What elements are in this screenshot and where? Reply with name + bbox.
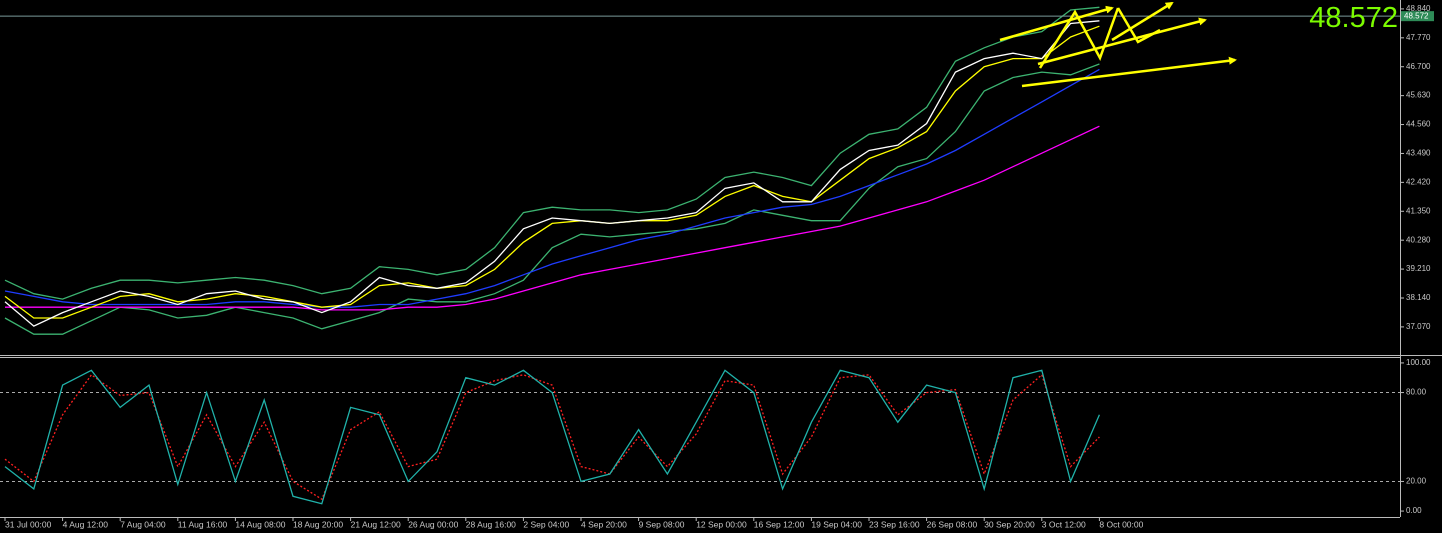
x-tick-label: 9 Sep 08:00 xyxy=(639,519,685,529)
arrow xyxy=(1021,56,1237,88)
y-tick-label: 40.280 xyxy=(1406,235,1431,244)
x-tick-label: 4 Sep 20:00 xyxy=(581,519,627,529)
y-tick-label: 43.490 xyxy=(1406,149,1431,158)
x-tick-label: 18 Aug 20:00 xyxy=(293,519,343,529)
y-tick-label: 37.070 xyxy=(1406,322,1431,331)
series-line xyxy=(4,373,1100,501)
y-tick-label: 47.770 xyxy=(1406,33,1431,42)
annotation-arrows xyxy=(999,1,1237,88)
y-tick-label: 41.350 xyxy=(1406,206,1431,215)
arrow xyxy=(999,5,1114,42)
y-tick-label: 100.00 xyxy=(1406,358,1431,367)
x-tick-label: 8 Oct 00:00 xyxy=(1099,519,1143,529)
x-tick-label: 7 Aug 04:00 xyxy=(120,519,166,529)
y-tick-label: 39.210 xyxy=(1406,264,1431,273)
x-tick-label: 28 Aug 16:00 xyxy=(466,519,516,529)
current-price-big: 48.572 xyxy=(1309,2,1398,34)
x-tick-label: 11 Aug 16:00 xyxy=(178,519,228,529)
series-line xyxy=(4,63,1100,335)
x-tick-label: 21 Aug 12:00 xyxy=(351,519,401,529)
y-tick-label: 0.00 xyxy=(1406,506,1422,515)
zigzag xyxy=(1116,7,1161,44)
y-tick-label: 38.140 xyxy=(1406,293,1431,302)
series-line xyxy=(4,20,1100,327)
y-tick-label: 46.700 xyxy=(1406,62,1431,71)
current-price-tag: 48.572 xyxy=(1404,11,1429,20)
series-line xyxy=(4,6,1100,300)
x-tick-label: 23 Sep 16:00 xyxy=(869,519,920,529)
series-line xyxy=(5,125,1100,311)
x-tick-label: 26 Aug 00:00 xyxy=(408,519,458,529)
current-price-box xyxy=(1401,11,1434,22)
y-tick-label: 42.420 xyxy=(1406,177,1431,186)
y-tick-label: 44.560 xyxy=(1406,120,1431,129)
x-tick-label: 31 Jul 00:00 xyxy=(5,519,52,529)
arrow xyxy=(1111,1,1174,42)
y-tick-label: 20.00 xyxy=(1406,477,1427,486)
x-tick-label: 3 Oct 12:00 xyxy=(1042,519,1086,529)
y-tick-label: 80.00 xyxy=(1406,388,1427,397)
x-tick-label: 14 Aug 08:00 xyxy=(235,519,285,529)
series-line xyxy=(4,369,1100,505)
y-tick-label: 45.630 xyxy=(1406,91,1431,100)
x-tick-label: 19 Sep 04:00 xyxy=(811,519,862,529)
zigzag xyxy=(1038,7,1120,69)
x-tick-label: 26 Sep 08:00 xyxy=(927,519,978,529)
x-tick-label: 2 Sep 04:00 xyxy=(523,519,569,529)
x-tick-label: 4 Aug 12:00 xyxy=(63,519,109,529)
x-tick-label: 30 Sep 20:00 xyxy=(984,519,1035,529)
series-line xyxy=(4,68,1100,308)
x-tick-label: 16 Sep 12:00 xyxy=(754,519,805,529)
y-tick-label: 48.840 xyxy=(1406,4,1431,13)
arrow xyxy=(1037,17,1207,66)
x-tick-label: 12 Sep 00:00 xyxy=(696,519,747,529)
